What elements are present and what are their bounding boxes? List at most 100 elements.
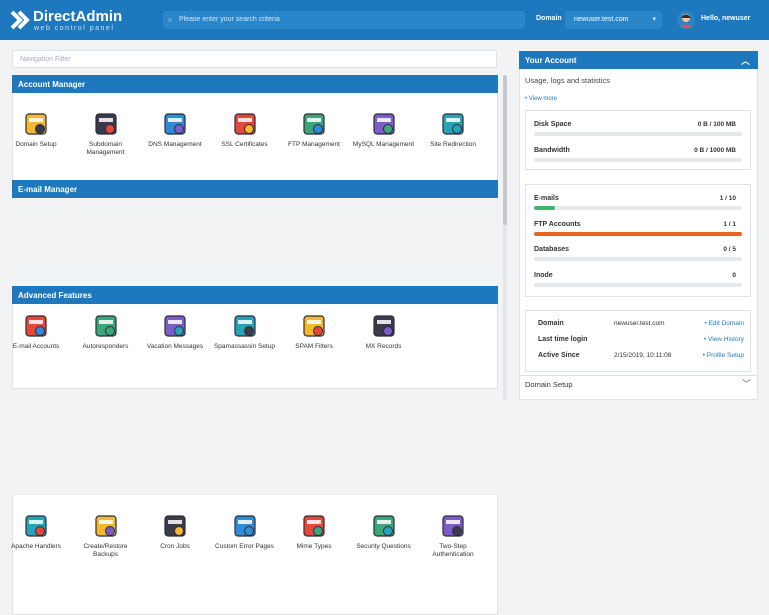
usage-box: Disk Space 0 B / 100 MB Bandwidth 0 B / 100… (525, 110, 751, 170)
scrollbar[interactable] (503, 75, 507, 400)
section-header[interactable]: E-mail Manager (12, 180, 498, 198)
info-label: Active Since (538, 352, 580, 359)
nav-item[interactable]: MySQL Management (350, 111, 418, 149)
stat-value: 0 / 5 (723, 246, 736, 253)
nav-item[interactable]: Apache Handlers (2, 513, 70, 551)
nav-filter[interactable]: Navigation Filter (12, 50, 497, 68)
nav-item[interactable]: Domain Setup (2, 111, 70, 149)
item-icon (372, 515, 395, 537)
account-header[interactable]: Your Account ︿ (519, 51, 758, 69)
nav-item[interactable]: Mime Types (280, 513, 348, 551)
brand: DirectAdmin (33, 8, 123, 25)
item-icon (303, 315, 325, 337)
info-value: newuser.test.com (614, 320, 665, 327)
item-label: E-mail Accounts (12, 343, 60, 350)
item-label: Two-Step Authentication (432, 543, 474, 558)
stat-label: Databases (534, 246, 570, 253)
item-label: Subdomain Management (86, 141, 125, 156)
usage-bar (534, 282, 742, 287)
nav-item[interactable]: Two-Step Authentication (419, 513, 487, 558)
item-icon (94, 315, 117, 337)
item-icon (233, 315, 256, 337)
usage-bar (534, 231, 742, 236)
info-action[interactable]: • View History (703, 336, 744, 343)
item-label: FTP Management (288, 141, 340, 148)
stat-label: Bandwidth (534, 146, 570, 154)
item-icon (94, 515, 117, 537)
section-header[interactable]: Account Manager (12, 75, 498, 93)
item-label: SPAM Filters (295, 343, 333, 350)
item-icon (25, 515, 47, 537)
nav-item[interactable]: Vacation Messages (141, 313, 209, 351)
usage-bar (534, 157, 742, 162)
item-icon (303, 113, 325, 135)
avatar[interactable] (677, 11, 695, 29)
item-label: Apache Handlers (11, 543, 61, 550)
info-action[interactable]: • Profile Setup (702, 352, 744, 359)
item-icon (372, 113, 395, 135)
nav-item[interactable]: SSL Certificates (211, 111, 279, 149)
view-more[interactable]: • View more (525, 96, 558, 102)
section-header[interactable]: Advanced Features (12, 286, 498, 304)
info-action[interactable]: • Edit Domain (704, 320, 745, 327)
item-label: Security Questions (356, 543, 411, 550)
item-label: Cron Jobs (160, 543, 190, 550)
logo (10, 10, 30, 30)
nav-item[interactable]: Autoresponders (72, 313, 140, 351)
item-label: DNS Management (148, 141, 202, 148)
item-label: Spamassassin Setup (213, 343, 276, 350)
stat-label: E-mails (534, 195, 559, 202)
domain-label: Domain (536, 15, 562, 22)
nav-item[interactable]: Spamassassin Setup (211, 313, 279, 351)
chevron: ﹀ (742, 379, 752, 389)
nav-item[interactable]: SPAM Filters (280, 313, 348, 351)
nav-item[interactable]: FTP Management (280, 111, 348, 149)
nav-item[interactable]: DNS Management (141, 111, 209, 149)
nav-item[interactable]: Site Redirection (419, 111, 487, 149)
item-icon (164, 113, 186, 135)
nav-item[interactable]: Security Questions (350, 513, 418, 551)
item-icon (164, 315, 186, 337)
domain-setup-toggle[interactable]: Domain Setup (525, 380, 573, 389)
item-icon (442, 113, 464, 135)
stat-value: 1 / 10 (719, 195, 736, 202)
item-label: MX Records (365, 343, 402, 350)
nav-item[interactable]: Custom Error Pages (211, 513, 279, 551)
item-icon (164, 515, 186, 537)
section-body: Apache Handlers Create/Restore Backups Cro… (11, 495, 498, 615)
usage-bar (534, 257, 742, 261)
item-label: MySQL Management (352, 141, 415, 148)
info-value: 2/15/2019, 10:11:08 (614, 352, 672, 359)
greeting[interactable]: Hello, newuser (701, 15, 751, 22)
item-label: Autoresponders (82, 343, 129, 350)
nav-item[interactable]: Subdomain Management (72, 111, 140, 156)
usage-fill (534, 231, 742, 236)
section-body: Domain Setup Subdomain Management DNS Mana… (12, 93, 498, 190)
stat-value: 1 / 1 (723, 220, 736, 228)
usage-bar (534, 206, 742, 210)
search-box[interactable]: ⌕ Please enter your search criteria (163, 11, 525, 29)
item-label: SSL Certificates (221, 141, 268, 148)
account-subtitle: Usage, logs and statistics (525, 76, 611, 85)
item-label: Custom Error Pages (215, 543, 274, 550)
info-label: Domain (538, 320, 564, 327)
item-icon (25, 113, 47, 135)
item-icon (25, 315, 47, 337)
item-label: Create/Restore Backups (83, 543, 128, 558)
nav-item[interactable]: MX Records (350, 313, 418, 351)
nav-item[interactable]: E-mail Accounts (2, 313, 70, 351)
info-box: Domain newuser.test.com • Edit Domain Last … (525, 310, 751, 372)
tagline: web control panel (34, 25, 115, 32)
item-icon (442, 515, 464, 537)
nav-item[interactable]: Cron Jobs (141, 513, 209, 551)
top-bar: DirectAdmin web control panel ⌕ Please e… (0, 0, 769, 40)
item-icon (372, 315, 395, 337)
usage-fill (534, 206, 555, 210)
domain-select[interactable]: newuser.test.com ▾ (565, 11, 662, 29)
item-label: Mime Types (296, 543, 332, 550)
stat-value: 0 B / 100 MB (697, 121, 736, 128)
section-body: E-mail Accounts Autoresponders Vacation Me… (12, 295, 498, 389)
nav-item[interactable]: Create/Restore Backups (72, 513, 140, 558)
item-icon (233, 515, 256, 537)
item-label: Vacation Messages (146, 343, 204, 350)
